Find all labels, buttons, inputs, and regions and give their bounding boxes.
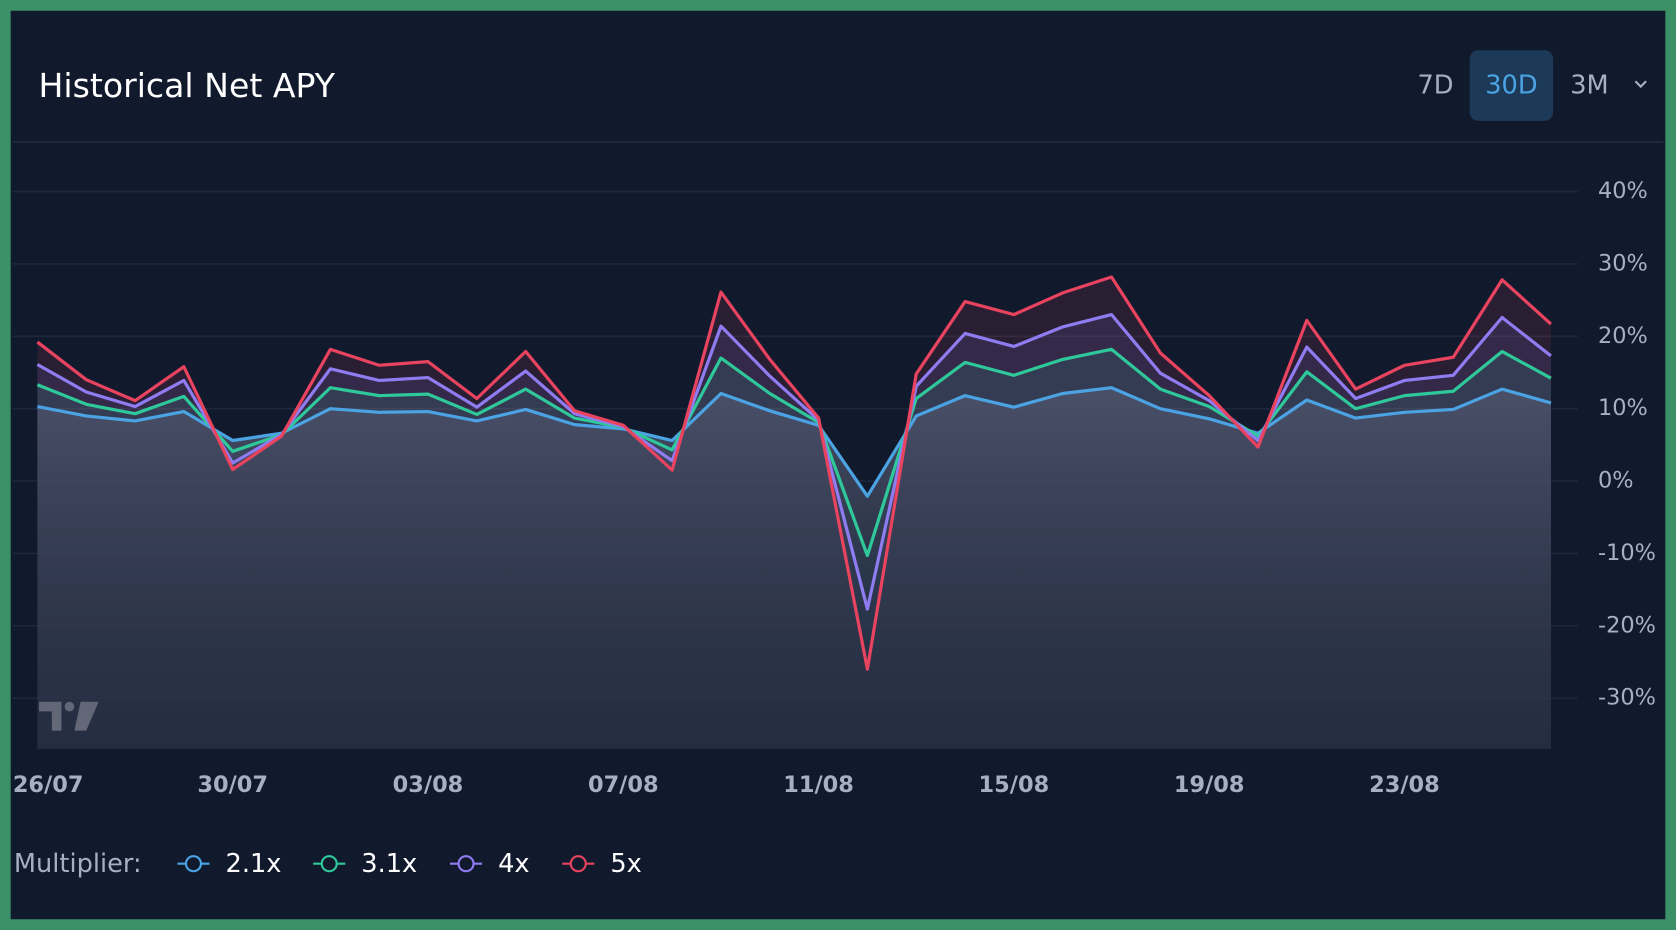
range-button[interactable]: 30D [1485, 71, 1537, 101]
panel-title: Historical Net APY [38, 66, 335, 105]
y-tick-label: 0% [1598, 468, 1634, 494]
x-tick-label: 11/08 [783, 772, 854, 798]
x-tick-label: 07/08 [588, 772, 659, 798]
legend-label: 3.1x [361, 849, 417, 879]
x-tick-label: 15/08 [979, 772, 1050, 798]
legend-item[interactable]: 4x [449, 849, 530, 879]
range-button[interactable]: 7D [1417, 71, 1453, 101]
x-tick-label: 30/07 [197, 772, 268, 798]
x-tick-label: 19/08 [1174, 772, 1245, 798]
series-area [37, 387, 1551, 749]
y-tick-label: 20% [1598, 323, 1648, 349]
legend-label: 4x [498, 849, 529, 879]
legend-swatch [320, 855, 338, 873]
legend-title: Multiplier: [14, 849, 142, 879]
range-button-active[interactable] [1469, 50, 1554, 121]
range-button[interactable]: 3M [1570, 71, 1608, 101]
legend-item[interactable]: 3.1x [313, 849, 417, 879]
y-tick-label: -20% [1598, 612, 1656, 638]
legend-swatch [184, 855, 203, 873]
series-line [37, 386, 1552, 498]
y-tick-label: 30% [1598, 250, 1648, 276]
series-line [36, 275, 1553, 671]
x-tick-label: 26/07 [13, 772, 84, 798]
legend-item[interactable]: 2.1x [177, 849, 281, 879]
legend-label: 2.1x [226, 849, 282, 879]
legend-swatch [569, 855, 587, 873]
y-tick-label: 40% [1598, 178, 1648, 204]
series-line [36, 347, 1552, 558]
legend-label: 5x [610, 849, 641, 879]
legend-swatch [457, 855, 475, 873]
y-tick-label: -30% [1598, 685, 1656, 711]
legend-item[interactable]: 5x [562, 849, 642, 879]
y-tick-label: -10% [1598, 540, 1656, 566]
x-tick-label: 23/08 [1369, 772, 1440, 798]
y-tick-label: 10% [1598, 395, 1648, 421]
x-tick-label: 03/08 [393, 772, 464, 798]
range-dropdown[interactable] [1634, 80, 1647, 89]
